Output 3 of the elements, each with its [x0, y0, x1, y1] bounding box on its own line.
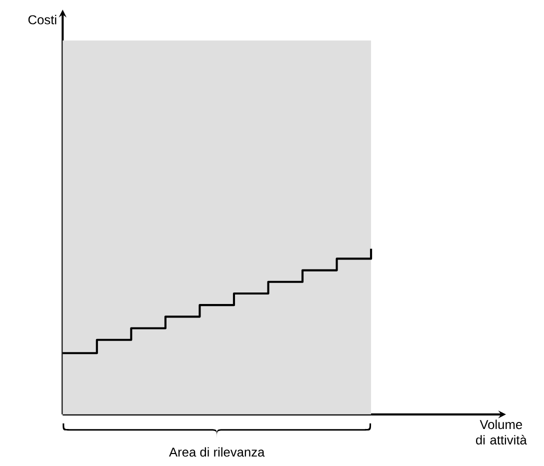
text: Costi: [28, 15, 56, 25]
text: Area di rilevanza: [169, 447, 265, 457]
text: Volume di attività: [476, 420, 527, 445]
